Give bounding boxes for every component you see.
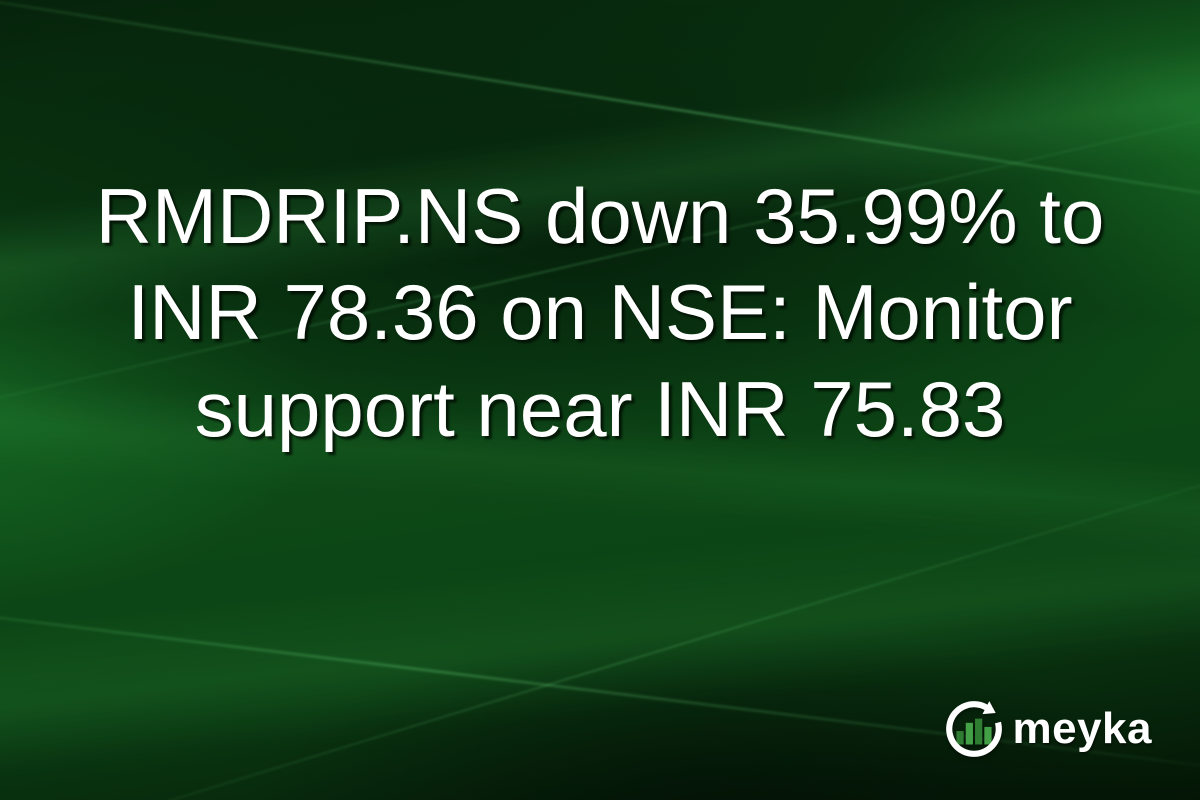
circular-arrow-bar-chart-icon [943, 698, 1005, 760]
headline-line-3: support near INR 75.83 [194, 364, 1006, 453]
background-streak-line [0, 580, 1200, 800]
headline: RMDRIP.NS down 35.99% to INR 78.36 on NS… [0, 168, 1200, 457]
brand-name: meyka [1012, 704, 1152, 753]
brand-logo: meyka [943, 698, 1152, 760]
headline-line-1: RMDRIP.NS down 35.99% to [95, 172, 1105, 260]
headline-line-2: INR 78.36 on NSE: Monitor [127, 268, 1073, 357]
